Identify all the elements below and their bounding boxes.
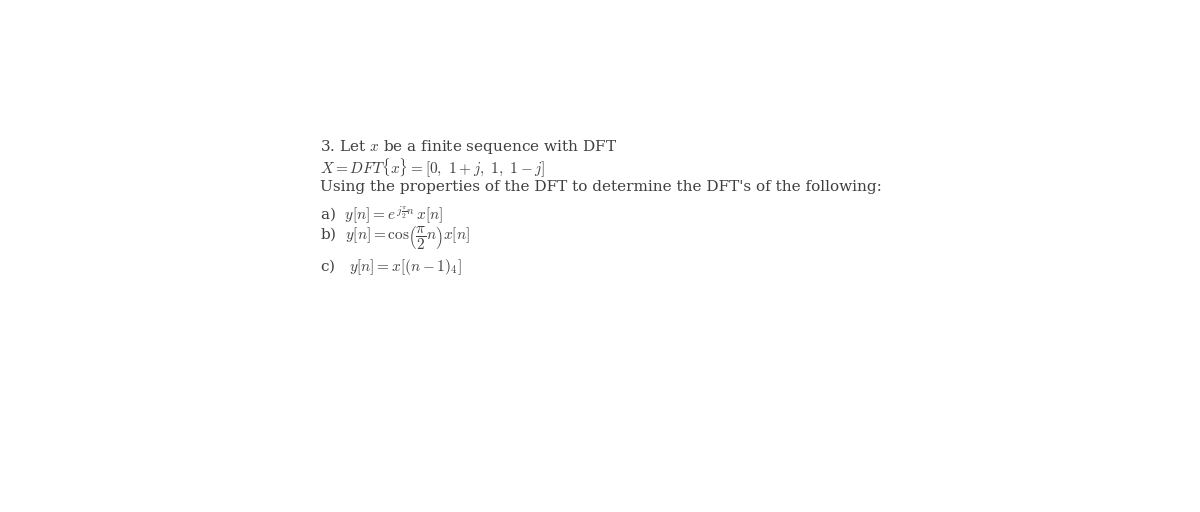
Text: 3. Let $x$ be a finite sequence with DFT: 3. Let $x$ be a finite sequence with DFT — [320, 138, 617, 156]
Text: b)  $y[n] = \cos\!\left(\dfrac{\pi}{2}n\right) x[n]$: b) $y[n] = \cos\!\left(\dfrac{\pi}{2}n\r… — [320, 224, 469, 251]
Text: c)   $y[n] = x[(n-1)_4]$: c) $y[n] = x[(n-1)_4]$ — [320, 257, 462, 277]
Text: $X = DFT\{x\} = [0,\ 1+j,\ 1,\ 1-j]$: $X = DFT\{x\} = [0,\ 1+j,\ 1,\ 1-j]$ — [320, 157, 546, 180]
Text: Using the properties of the DFT to determine the DFT's of the following:: Using the properties of the DFT to deter… — [320, 180, 882, 194]
Text: a)  $y[n] = e^{\,j\frac{\pi}{2}n}\, x[n]$: a) $y[n] = e^{\,j\frac{\pi}{2}n}\, x[n]$ — [320, 204, 443, 226]
